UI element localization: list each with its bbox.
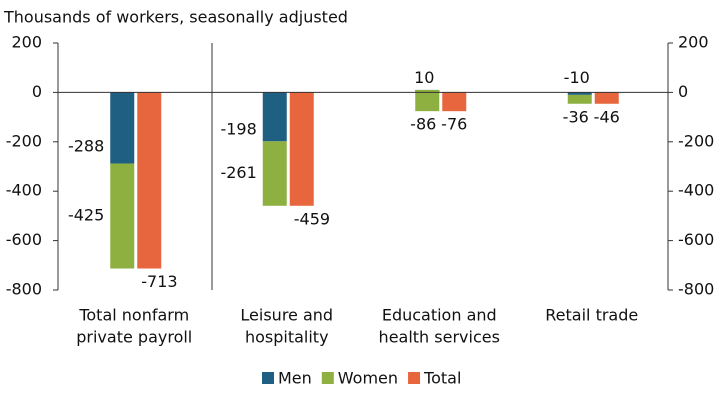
value-label: -425	[68, 206, 104, 225]
y2-tick-label: -400	[678, 181, 714, 200]
value-label: -10	[564, 68, 590, 87]
y2-tick-label: -600	[678, 230, 714, 249]
y-tick-label: -200	[6, 131, 42, 150]
y-tick-label: 0	[32, 82, 42, 101]
y-tick-label: -800	[6, 280, 42, 299]
value-label: -198	[220, 120, 256, 139]
y2-tick-label: -200	[678, 131, 714, 150]
value-label: -261	[220, 163, 256, 182]
chart-title: Thousands of workers, seasonally adjuste…	[3, 8, 348, 27]
y-tick-label: -400	[6, 181, 42, 200]
legend-label: Women	[338, 369, 398, 388]
value-label: -76	[441, 115, 467, 134]
bar	[567, 92, 592, 95]
x-tick-label: Retail trade	[545, 306, 638, 325]
x-tick-label: hospitality	[245, 328, 329, 347]
bar	[289, 92, 314, 206]
bar	[567, 94, 592, 104]
y-tick-label: -600	[6, 230, 42, 249]
legend-swatch	[321, 372, 334, 384]
y2-tick-label: -800	[678, 280, 714, 299]
bar	[442, 92, 467, 112]
legend-swatch	[408, 372, 421, 384]
y-tick-label: 200	[11, 33, 42, 52]
y2-tick-label: 0	[678, 82, 688, 101]
legend-label: Total	[423, 369, 461, 388]
value-label: -46	[594, 107, 620, 126]
x-tick-label: health services	[379, 328, 500, 347]
value-label: -36	[563, 107, 589, 126]
bar	[262, 92, 287, 142]
legend-label: Men	[278, 369, 312, 388]
bar	[110, 92, 135, 164]
bar	[594, 92, 619, 104]
bar	[137, 92, 162, 269]
x-tick-label: Leisure and	[240, 306, 333, 325]
bar	[262, 141, 287, 206]
x-tick-label: private payroll	[76, 328, 192, 347]
value-label: -86	[410, 115, 436, 134]
bar	[415, 89, 440, 112]
legend-swatch	[262, 372, 274, 384]
value-label: 10	[414, 68, 434, 87]
value-label: -713	[141, 272, 177, 291]
y2-tick-label: 200	[678, 33, 709, 52]
bar	[110, 163, 135, 269]
x-tick-label: Education and	[382, 306, 497, 325]
x-tick-label: Total nonfarm	[78, 306, 189, 325]
value-label: -459	[294, 209, 330, 228]
value-label: -288	[68, 137, 104, 156]
